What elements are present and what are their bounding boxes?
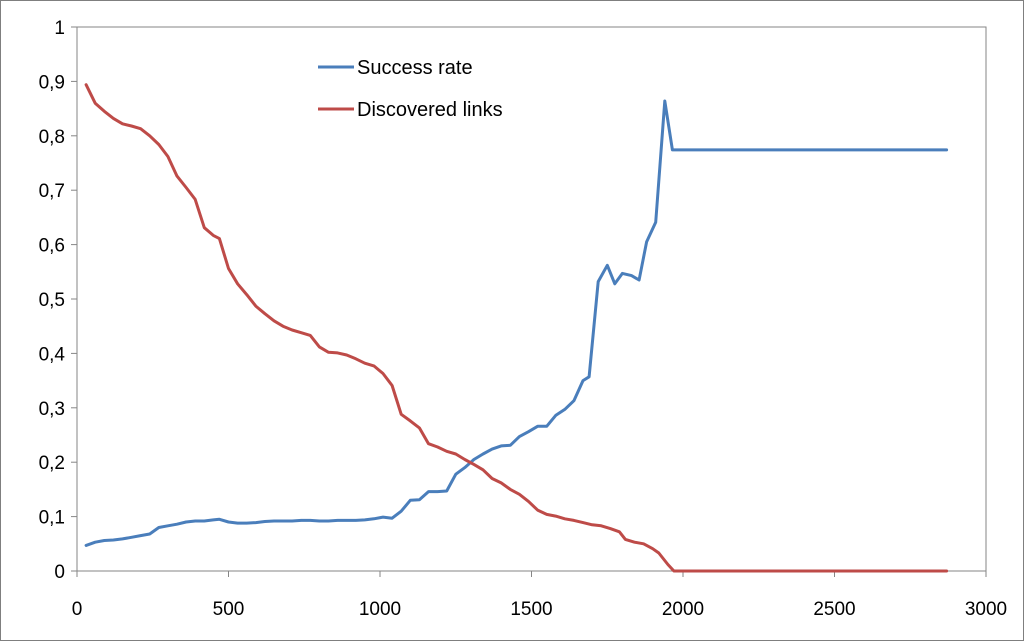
y-tick-label: 0,8: [39, 127, 65, 148]
x-tick-label: 500: [213, 599, 245, 620]
series-line-discovered-links: [84, 83, 949, 573]
y-tick-label: 0,2: [39, 453, 65, 474]
y-tick-label: 0: [54, 562, 65, 583]
series-line-success-rate: [84, 99, 949, 547]
x-tick-label: 0: [72, 599, 83, 620]
y-tick-label: 0,4: [39, 344, 66, 365]
x-tick-label: 1500: [510, 599, 552, 620]
plot-border: [76, 26, 987, 572]
x-tick-label: 2000: [662, 599, 704, 620]
y-tick-label: 0,6: [39, 236, 65, 257]
x-tick-label: 2500: [813, 599, 855, 620]
legend-label-success-rate: Success rate: [357, 57, 473, 79]
legend: Success rate Discovered links: [318, 57, 503, 121]
y-tick-label: 0,9: [39, 72, 65, 93]
x-tick-label: 1000: [359, 599, 401, 620]
y-tick-label: 0,7: [39, 181, 65, 202]
y-axis-ticks: 0 0,1 0,2 0,3 0,4 0,5 0,6 0,7 0,8 0,9 1: [39, 18, 77, 583]
series-layer: [84, 83, 949, 573]
x-axis-ticks: 0 500 1000 1500 2000 2500 3000: [72, 571, 1007, 620]
plot-area: [76, 26, 987, 572]
y-tick-label: 1: [54, 18, 65, 39]
x-tick-label: 3000: [965, 599, 1007, 620]
y-tick-label: 0,3: [39, 399, 65, 420]
legend-label-discovered-links: Discovered links: [357, 99, 503, 121]
y-tick-label: 0,1: [39, 508, 65, 529]
y-tick-label: 0,5: [39, 290, 65, 311]
